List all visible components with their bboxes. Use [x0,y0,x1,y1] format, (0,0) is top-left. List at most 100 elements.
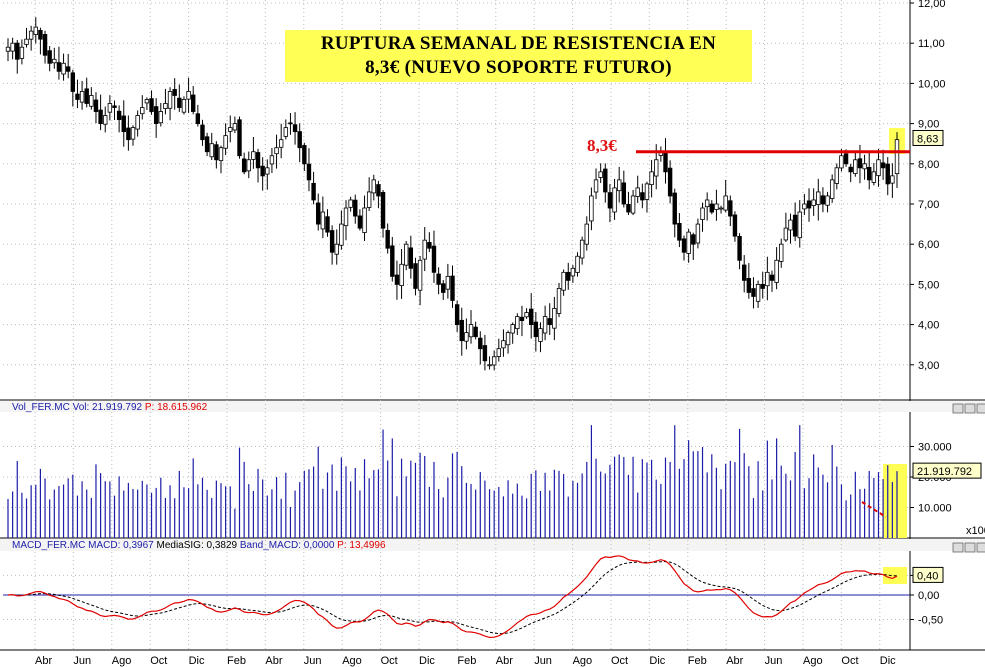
candle-body [302,145,307,165]
candle-body [28,30,34,40]
candle-body [501,340,506,349]
candle-body [820,195,826,205]
candle-body [649,171,654,186]
x-tick-label: Abr [265,655,282,667]
candle-body [603,168,608,193]
candle-body [468,324,474,338]
x-tick-label: Abr [726,655,743,667]
candle-body [566,271,571,281]
candle-body [691,234,696,245]
candle-body [667,167,673,197]
candle-body [783,227,789,241]
candle-body [325,216,330,233]
candle-body [769,274,775,281]
price-tick-label: 8,00 [918,159,939,171]
macd-header-bar [0,539,985,551]
chart-title-line2: 8,3€ (NUEVO SOPORTE FUTURO) [365,57,672,78]
candle-body [376,184,381,197]
candle-body [755,283,761,302]
volume-trend-line [861,501,887,518]
x-tick-label: Ago [573,655,593,667]
candle-body [709,203,714,213]
candle-body [742,264,747,281]
x-tick-label: Abr [35,655,52,667]
candle-body [260,165,265,177]
candle-body [297,131,302,149]
price-tick-label: 6,00 [918,239,939,251]
candle-body [607,192,613,209]
candle-body [491,356,497,366]
volume-bars [7,425,898,538]
candle-body [529,308,534,325]
candle-body [204,136,210,153]
price-tick-label: 12,00 [918,0,946,10]
candle-body [732,214,738,237]
candle-body [306,163,312,181]
candle-body [144,99,150,104]
candle-body [640,192,645,201]
candle-body [524,312,529,318]
candle-body [149,98,154,112]
x-tick-label: Abr [496,655,513,667]
candle-body [75,93,80,100]
candle-body [427,242,432,249]
candle-body [584,223,589,245]
candle-body [672,192,677,225]
x-tick-label: Oct [381,655,398,667]
candle-body [288,122,293,125]
candle-body [274,147,279,155]
candle-body [890,175,895,184]
candle-body [241,158,247,173]
candle-body [417,259,423,291]
candle-body [570,267,576,277]
x-tick-label: Oct [150,655,167,667]
candle-body [112,105,117,108]
candle-body [70,72,76,92]
candle-body [103,115,108,125]
candle-body [519,316,525,321]
volume-highlight [883,464,907,538]
candle-body [441,283,446,293]
candle-body [473,326,478,338]
candle-body [464,332,469,342]
price-tick-label: 9,00 [918,119,939,131]
close-button [976,542,985,553]
candle-body [278,139,284,148]
candle-body [353,199,358,217]
candle-body [56,62,62,72]
candle-body [265,167,270,175]
candle-body [515,316,520,330]
candle-body [779,243,784,262]
candle-body [635,187,640,197]
x-tick-label: Oct [611,655,628,667]
candle-body [843,153,849,165]
candle-body [93,99,99,112]
macd-tick-label: -0,50 [918,615,943,627]
candle-body [829,179,835,199]
candle-body [316,202,321,225]
volume-header-bar [0,401,985,412]
candle-body [163,103,168,109]
candle-body [454,304,460,326]
candle-body [84,88,89,104]
x-tick-label: Jun [765,655,783,667]
candle-body [15,42,20,60]
minimize-button [952,542,964,553]
candle-body [186,91,191,100]
candle-body [626,204,631,213]
candle-body [228,127,233,132]
candle-body [5,46,11,52]
candle-body [677,222,682,241]
candle-body [107,103,113,113]
x-tick-label: Dic [880,655,896,667]
candle-body [33,26,38,35]
candle-body [47,50,52,64]
candle-body [728,200,733,217]
x-tick-label: Dic [419,655,435,667]
candle-body [24,38,29,45]
candle-body [612,187,617,213]
candle-body [862,163,867,170]
candle-body [811,199,816,206]
